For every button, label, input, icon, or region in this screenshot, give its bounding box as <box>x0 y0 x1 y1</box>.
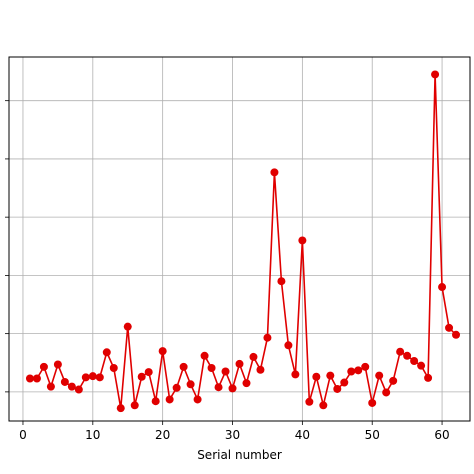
data-point <box>144 368 153 377</box>
series-line <box>29 74 457 409</box>
data-point <box>74 385 83 394</box>
data-point <box>53 360 62 369</box>
data-point <box>221 367 230 376</box>
data-point <box>130 401 139 410</box>
data-point <box>354 366 363 375</box>
x-tick-label: 0 <box>19 428 27 442</box>
series-layer <box>25 70 461 413</box>
data-point <box>333 384 342 393</box>
x-tick-label: 50 <box>365 428 380 442</box>
data-point <box>88 372 97 381</box>
x-tick-label: 20 <box>155 428 170 442</box>
data-point <box>25 374 34 383</box>
data-point <box>165 395 174 404</box>
data-point <box>158 347 167 356</box>
data-point <box>410 357 419 366</box>
x-tick-label: 30 <box>225 428 240 442</box>
data-point <box>263 333 272 342</box>
data-point <box>193 395 202 404</box>
data-point <box>319 401 328 410</box>
x-tick-label: 60 <box>434 428 449 442</box>
data-point <box>382 388 391 397</box>
data-point <box>81 373 90 382</box>
data-point <box>305 397 314 406</box>
data-point <box>431 70 440 79</box>
x-axis-label: Serial number <box>197 448 282 462</box>
data-point <box>95 373 104 382</box>
data-point <box>326 371 335 380</box>
data-point <box>291 370 300 379</box>
x-tick-label: 40 <box>295 428 310 442</box>
data-point <box>424 373 433 382</box>
data-point <box>417 361 426 370</box>
data-point <box>249 352 258 361</box>
data-point <box>200 351 209 360</box>
data-point <box>67 382 76 391</box>
data-point <box>32 374 41 383</box>
data-point <box>340 378 349 387</box>
data-point <box>172 383 181 392</box>
data-point <box>389 376 398 385</box>
data-point <box>368 398 377 407</box>
data-point <box>277 277 286 286</box>
data-point <box>298 236 307 245</box>
data-point <box>256 365 265 374</box>
data-point <box>39 362 48 371</box>
x-tick-label: 10 <box>85 428 100 442</box>
data-point <box>361 362 370 371</box>
data-point <box>151 397 160 406</box>
data-point <box>60 377 69 386</box>
data-point <box>102 348 111 357</box>
data-point <box>137 372 146 381</box>
data-point <box>228 384 237 393</box>
data-point <box>207 364 216 373</box>
data-point <box>186 380 195 389</box>
data-point <box>445 323 454 332</box>
data-point <box>109 364 118 373</box>
data-point <box>46 382 55 391</box>
data-point <box>116 404 125 413</box>
data-point <box>235 359 244 368</box>
data-point <box>452 330 461 339</box>
data-point <box>284 341 293 350</box>
data-point <box>214 383 223 392</box>
data-point <box>312 372 321 381</box>
data-point <box>270 168 279 177</box>
ticks: 0 10 20 30 40 50 60 <box>5 100 450 442</box>
data-point <box>396 347 405 356</box>
data-point <box>347 367 356 376</box>
data-point <box>403 351 412 360</box>
data-point <box>179 362 188 371</box>
data-point <box>375 371 384 380</box>
data-point <box>242 379 251 388</box>
data-point <box>438 283 447 292</box>
axes-frame <box>8 56 471 422</box>
data-point <box>123 322 132 331</box>
